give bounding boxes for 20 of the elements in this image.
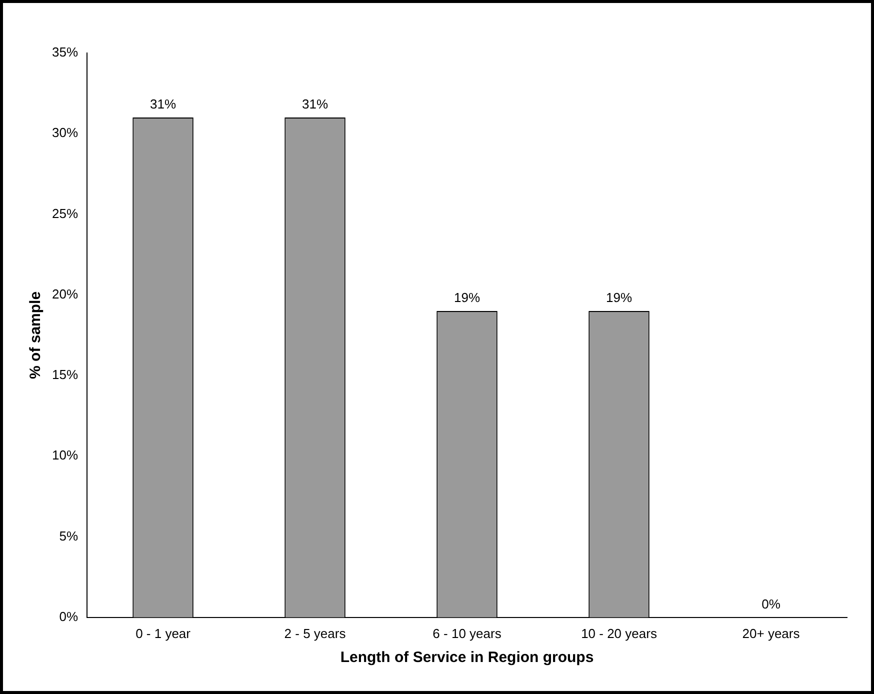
y-tick-label: 20%	[52, 286, 78, 302]
x-tick-label: 2 - 5 years	[284, 626, 346, 641]
y-tick-label: 0%	[59, 608, 78, 624]
x-axis-title: Length of Service in Region groups	[340, 649, 594, 666]
data-label: 19%	[454, 290, 480, 306]
y-axis-title: % of sample	[27, 291, 44, 379]
x-tick-label: 10 - 20 years	[581, 626, 658, 641]
y-tick-label: 10%	[52, 448, 78, 463]
x-tick-label: 0 - 1 year	[136, 626, 192, 641]
x-tick-label: 6 - 10 years	[432, 626, 502, 641]
x-tick-label: 20+ years	[742, 626, 800, 641]
y-tick-label: 30%	[52, 125, 78, 140]
data-label: 19%	[606, 290, 632, 306]
y-tick-label: 35%	[52, 44, 78, 60]
y-tick-label: 15%	[52, 367, 78, 382]
y-tick-label: 25%	[52, 206, 78, 221]
data-label: 31%	[150, 96, 176, 112]
data-label: 0%	[762, 596, 781, 612]
y-tick-label: 5%	[59, 528, 78, 544]
data-label: 31%	[302, 96, 328, 112]
